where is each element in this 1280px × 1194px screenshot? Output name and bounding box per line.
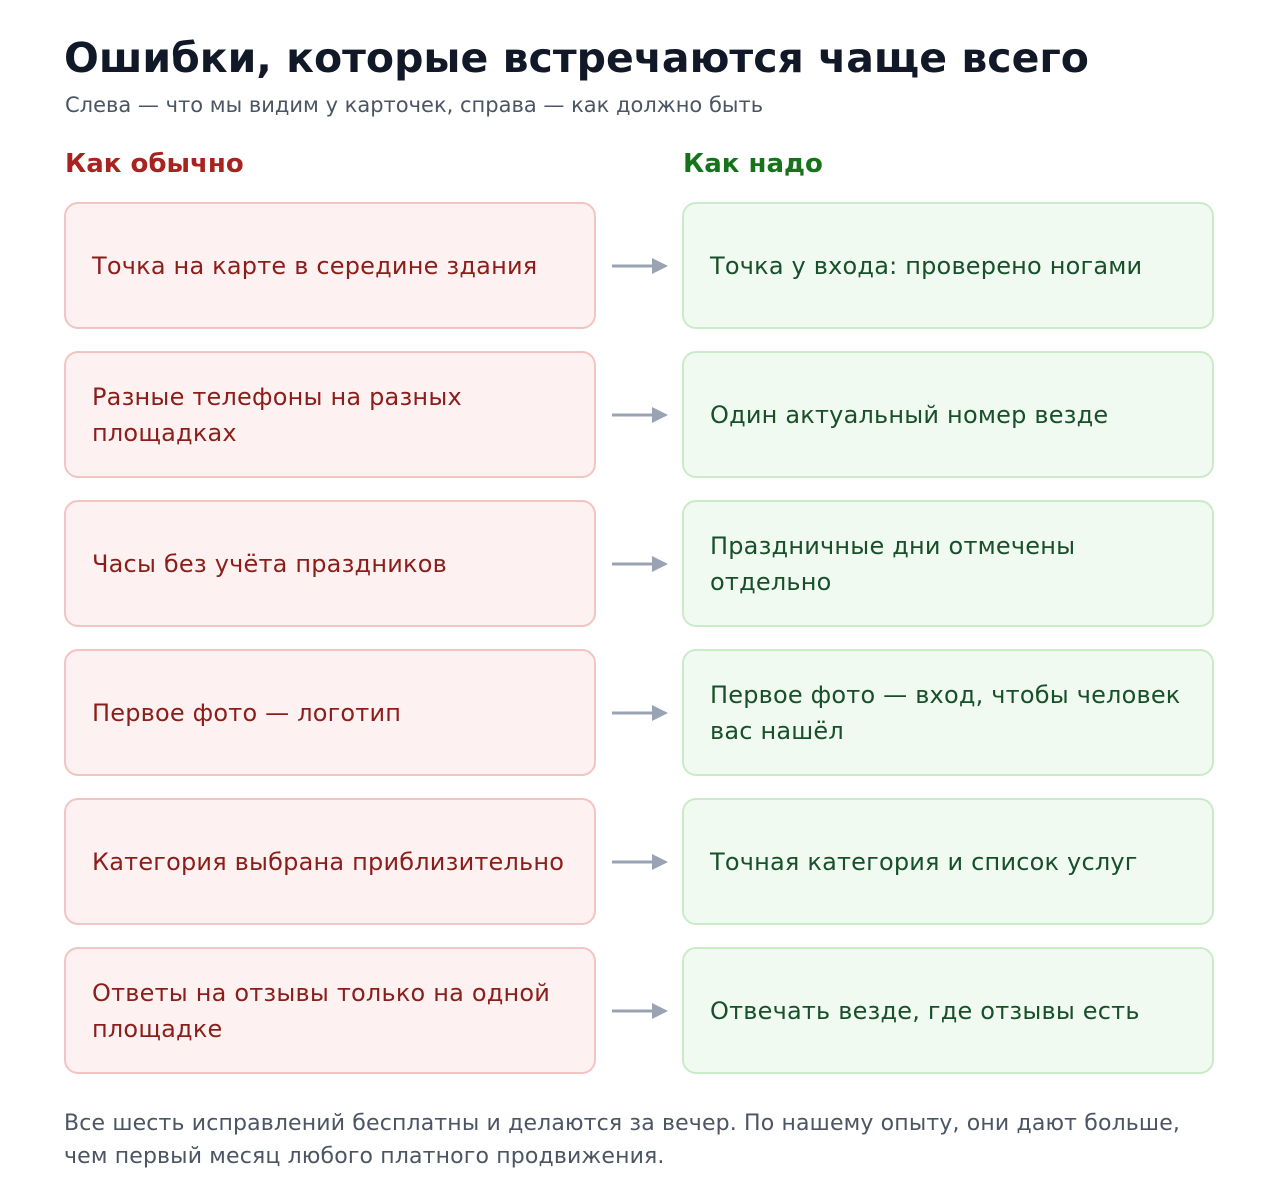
arrow-right-icon (612, 705, 668, 721)
fix-card: Отвечать везде, где отзывы есть (682, 947, 1214, 1074)
page-title: Ошибки, которые встречаются чаще всего (64, 34, 1089, 82)
fix-card: Один актуальный номер везде (682, 351, 1214, 478)
comparison-row: Первое фото — логотип Первое фото — вход… (64, 649, 1216, 778)
footer-note: Все шесть исправлений бесплатны и делают… (64, 1111, 1181, 1169)
fix-text: Отвечать везде, где отзывы есть (710, 996, 1140, 1025)
mistake-text: Категория выбрана приблизительно (92, 847, 565, 876)
fix-text: Один актуальный номер везде (710, 400, 1109, 429)
fix-text: Точная категория и список услуг (710, 847, 1138, 876)
comparison-row: Ответы на отзывы только на одной площадк… (64, 947, 1216, 1076)
arrow-right-icon (612, 854, 668, 870)
comparison-row: Разные телефоны на разных площадках Один… (64, 351, 1216, 480)
fix-text: Праздничные дни отмечены отдельно (710, 531, 1076, 596)
mistake-card: Ответы на отзывы только на одной площадк… (64, 947, 596, 1074)
mistake-text: Точка на карте в середине здания (92, 251, 538, 280)
mistake-text: Первое фото — логотип (92, 698, 402, 727)
arrow-right-icon (612, 1003, 668, 1019)
fix-card: Точка у входа: проверено ногами (682, 202, 1214, 329)
mistake-card: Точка на карте в середине здания (64, 202, 596, 329)
comparison-row: Часы без учёта праздников Праздничные дн… (64, 500, 1216, 629)
page-subtitle: Слева — что мы видим у карточек, справа … (65, 93, 764, 117)
column-heading-usual: Как обычно (65, 149, 244, 179)
mistake-text: Часы без учёта праздников (92, 549, 447, 578)
mistake-card: Разные телефоны на разных площадках (64, 351, 596, 478)
mistake-card: Категория выбрана приблизительно (64, 798, 596, 925)
comparison-row: Категория выбрана приблизительно Точная … (64, 798, 1216, 927)
arrow-right-icon (612, 258, 668, 274)
column-heading-correct: Как надо (683, 149, 823, 179)
arrow-right-icon (612, 556, 668, 572)
fix-card: Первое фото — вход, чтобы человек вас на… (682, 649, 1214, 776)
mistake-text: Ответы на отзывы только на одной площадк… (92, 978, 551, 1043)
comparison-row: Точка на карте в середине здания Точка у… (64, 202, 1216, 331)
fix-card: Праздничные дни отмечены отдельно (682, 500, 1214, 627)
mistake-card: Первое фото — логотип (64, 649, 596, 776)
fix-text: Первое фото — вход, чтобы человек вас на… (710, 680, 1181, 745)
comparison-rows: Точка на карте в середине здания Точка у… (64, 202, 1216, 1096)
fix-card: Точная категория и список услуг (682, 798, 1214, 925)
mistake-card: Часы без учёта праздников (64, 500, 596, 627)
fix-text: Точка у входа: проверено ногами (710, 251, 1143, 280)
arrow-right-icon (612, 407, 668, 423)
mistake-text: Разные телефоны на разных площадках (92, 382, 462, 447)
